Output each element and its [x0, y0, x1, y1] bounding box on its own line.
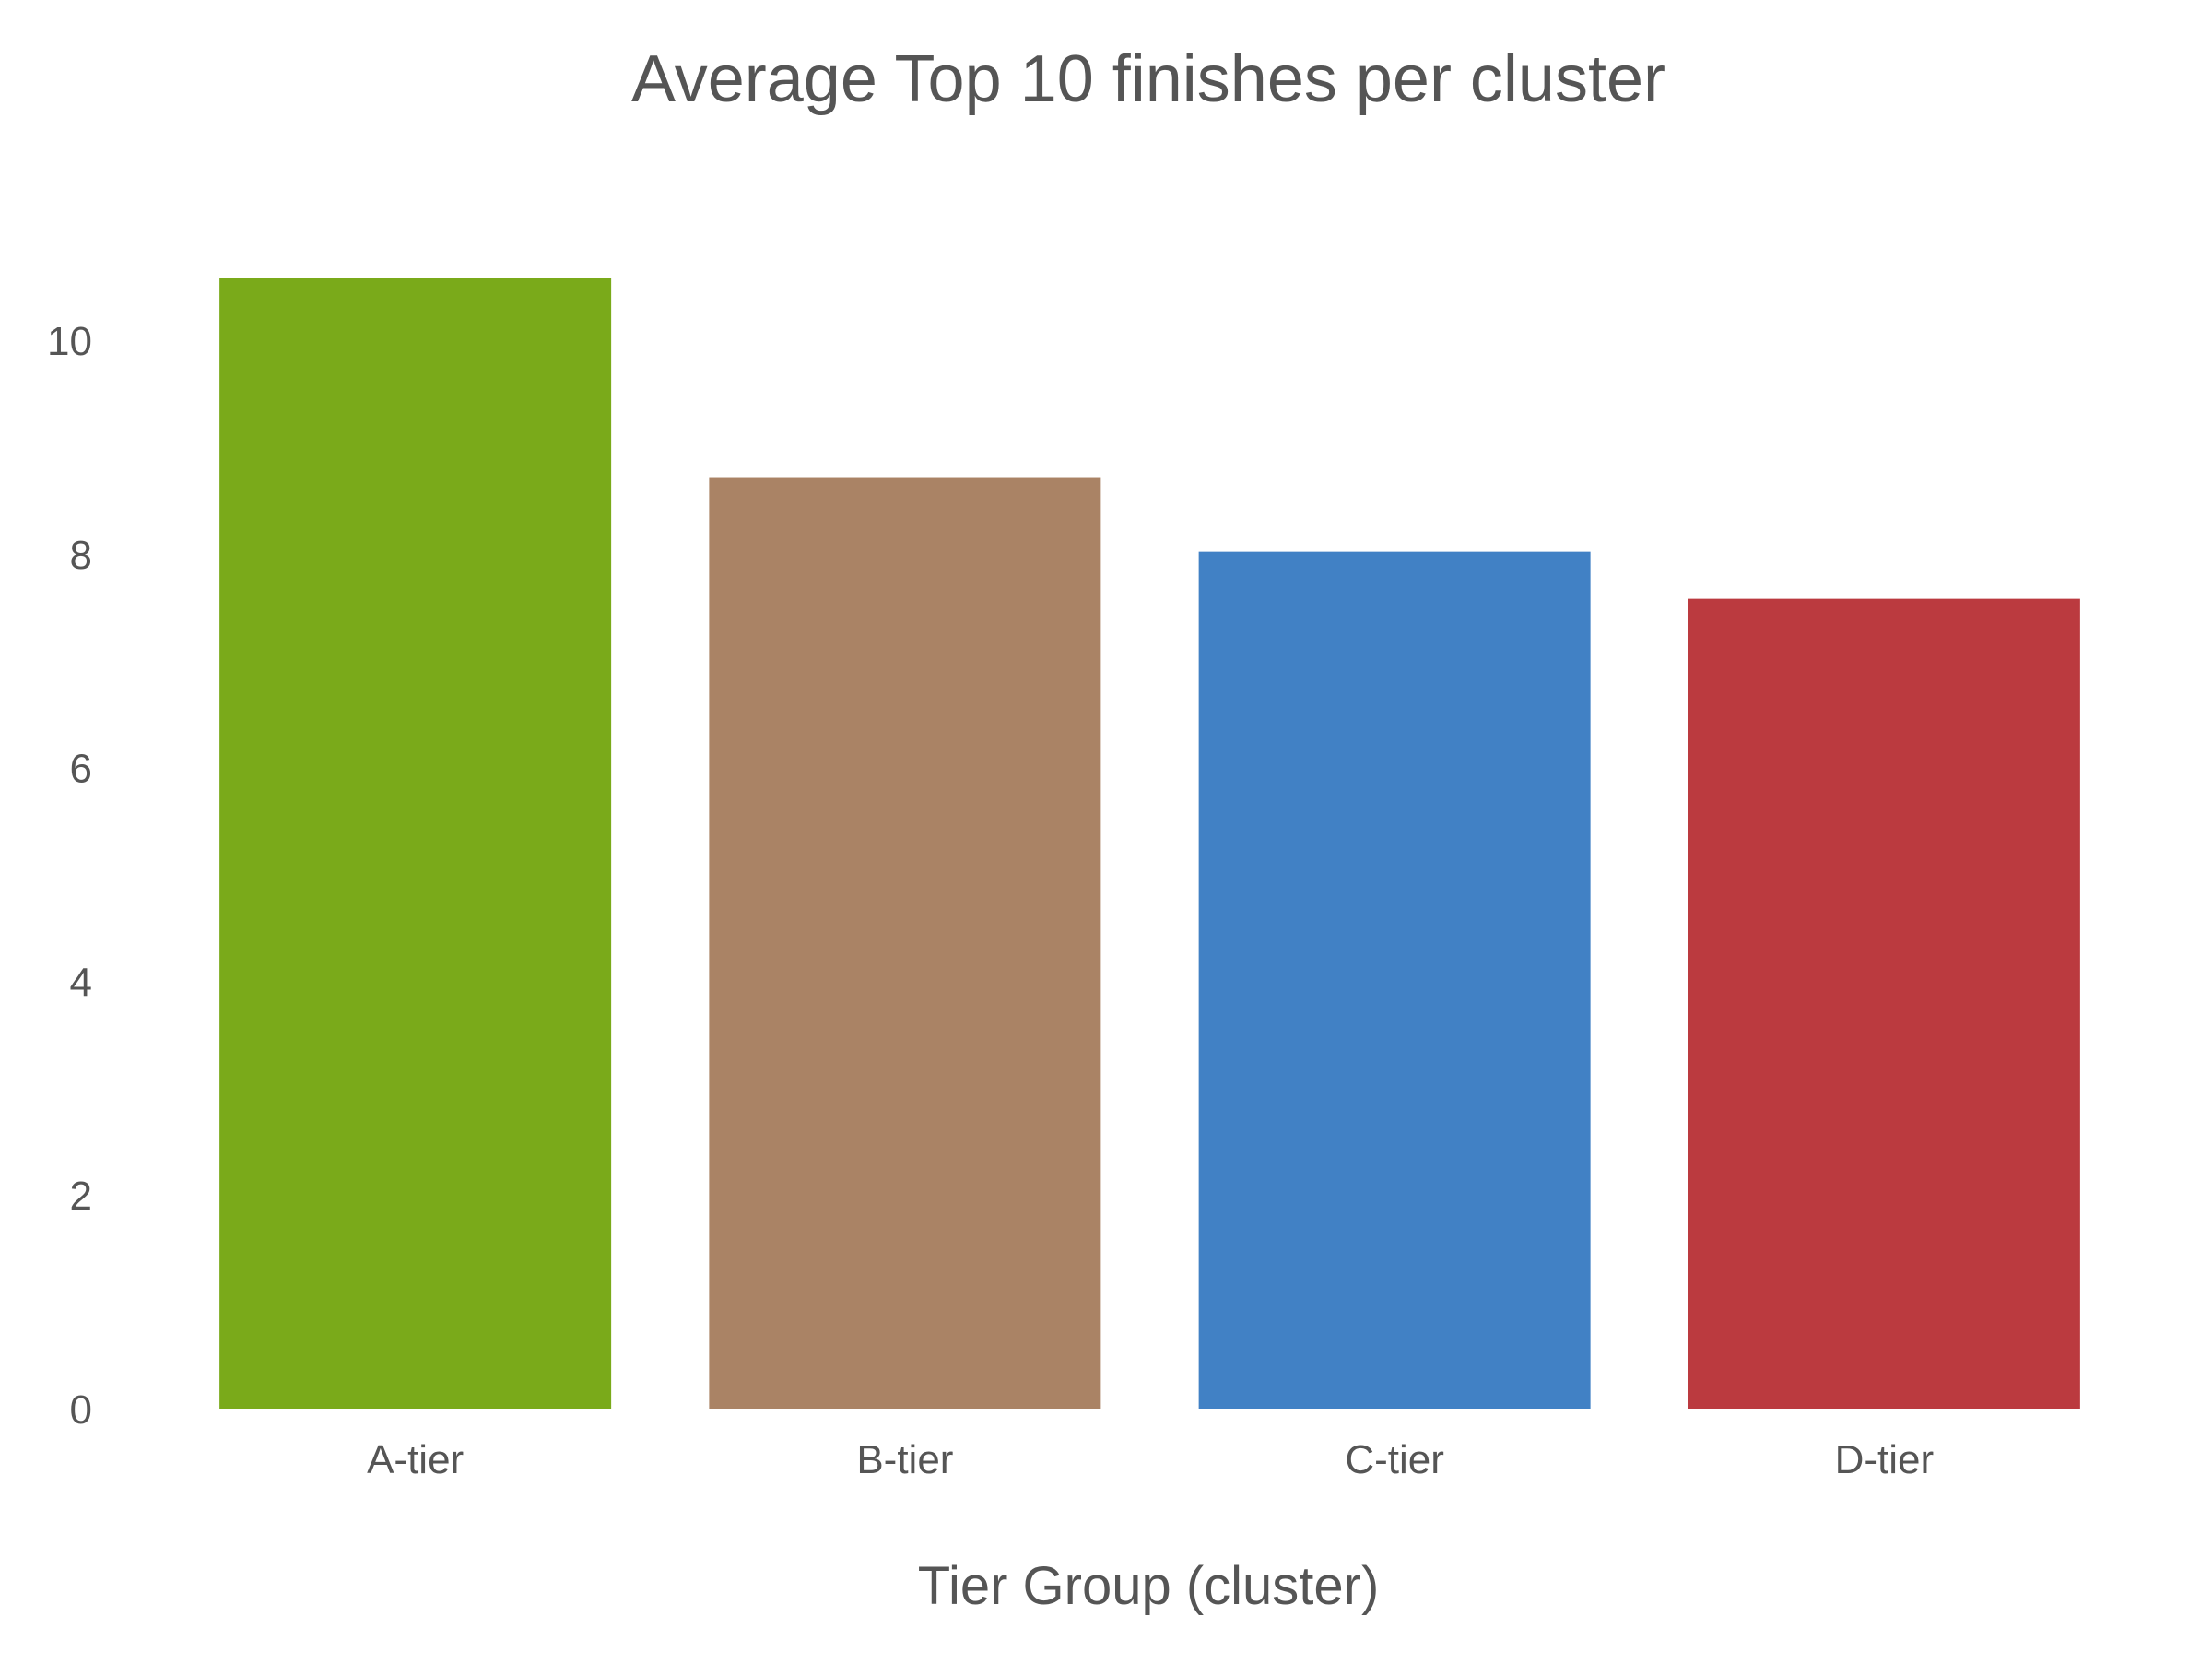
bar-c-tier: [1198, 551, 1591, 1409]
y-axis: 0 2 4 6 8 10: [47, 319, 92, 1433]
bars: [219, 278, 2080, 1409]
chart-title: Average Top 10 finishes per cluster: [631, 42, 1665, 116]
x-tick-label: D-tier: [1835, 1437, 1935, 1482]
y-tick-label: 6: [70, 747, 92, 792]
y-tick-label: 0: [70, 1387, 92, 1433]
y-tick-label: 10: [47, 319, 92, 364]
y-tick-label: 2: [70, 1174, 92, 1219]
x-tick-label: A-tier: [367, 1437, 464, 1482]
x-axis-title: Tier Group (cluster): [918, 1556, 1380, 1616]
x-axis: A-tier B-tier C-tier D-tier: [367, 1437, 1934, 1482]
x-tick-label: B-tier: [856, 1437, 953, 1482]
x-tick-label: C-tier: [1345, 1437, 1444, 1482]
bar-d-tier: [1688, 598, 2080, 1409]
bar-a-tier: [219, 278, 612, 1409]
y-tick-label: 4: [70, 960, 92, 1005]
y-tick-label: 8: [70, 533, 92, 578]
bar-b-tier: [709, 477, 1101, 1409]
